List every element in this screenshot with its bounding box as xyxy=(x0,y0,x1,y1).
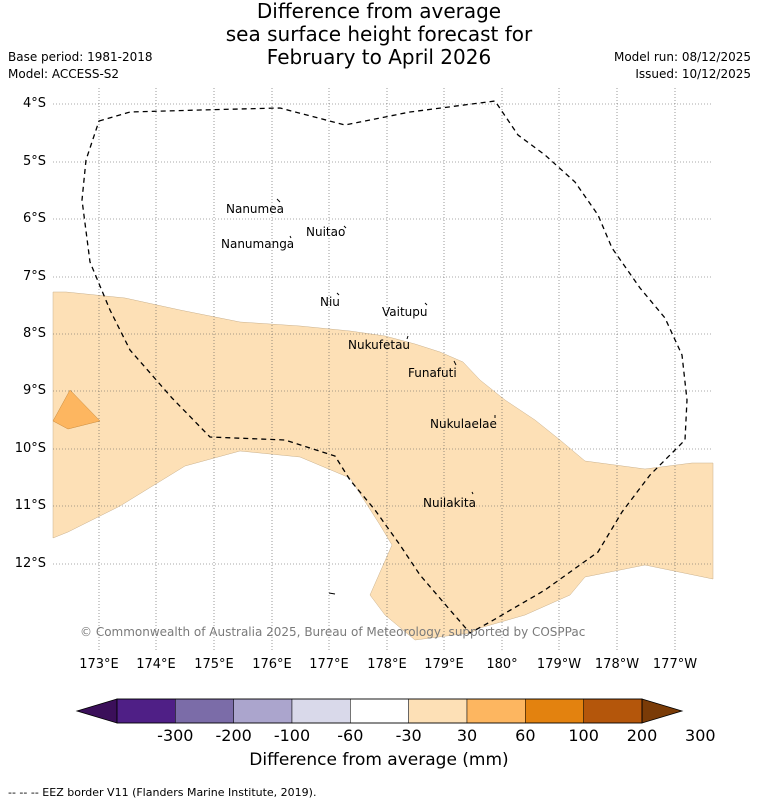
lon-label-177w: 177°W xyxy=(652,657,698,672)
lat-label-6s: 6°S xyxy=(22,211,46,226)
lat-label-12s: 12°S xyxy=(14,556,46,571)
issued-date: Issued: 10/12/2025 xyxy=(635,67,751,81)
colorbar-tick-label: -30 xyxy=(395,726,422,745)
lat-label-9s: 9°S xyxy=(22,383,46,398)
meta-right: Model run: 08/12/2025 Issued: 10/12/2025 xyxy=(614,49,751,83)
title-line-3: February to April 2026 xyxy=(266,45,492,69)
place-niu: Niu xyxy=(320,295,340,309)
place-nuitao: Nuitao xyxy=(306,225,346,239)
eez-border xyxy=(81,100,688,634)
colorbar-segment xyxy=(525,698,584,724)
model-run: Model run: 08/12/2025 xyxy=(613,50,751,64)
lon-label-179e: 179°E xyxy=(424,657,464,672)
gridlines xyxy=(53,88,713,652)
lat-label-5s: 5°S xyxy=(22,154,46,169)
colorbar-segment xyxy=(175,698,234,724)
colorbar-tick-label: 300 xyxy=(685,726,716,745)
anomaly-region-60-100 xyxy=(52,389,101,430)
lat-label-4s: 4°S xyxy=(22,96,46,111)
colorbar-segment xyxy=(291,698,351,724)
lon-label-180: 180° xyxy=(486,657,518,672)
lon-label-178w: 178°W xyxy=(594,657,640,672)
lat-label-7s: 7°S xyxy=(22,269,46,284)
title-line-1: Difference from average xyxy=(256,0,502,23)
colorbar-segment xyxy=(350,698,409,724)
colorbar-extend-low xyxy=(75,698,118,724)
place-nukulaelae: Nukulaelae xyxy=(430,417,497,431)
lat-label-10s: 10°S xyxy=(14,441,46,456)
base-period: Base period: 1981-2018 xyxy=(8,50,153,64)
lon-label-175e: 175°E xyxy=(194,657,234,672)
colorbar-segment xyxy=(233,698,293,724)
lon-label-178e: 178°E xyxy=(367,657,407,672)
colorbar-tick-label: 200 xyxy=(626,726,658,745)
colorbar-tick-label: -200 xyxy=(215,726,252,745)
colorbar-segment xyxy=(466,698,526,724)
anomaly-region-30-60 xyxy=(52,291,714,641)
place-nanumea: Nanumea xyxy=(226,202,284,216)
lon-label-173e: 173°E xyxy=(79,657,119,672)
colorbar-tick-label: 30 xyxy=(456,726,478,745)
lon-label-176e: 176°E xyxy=(252,657,292,672)
place-nukufetau: Nukufetau xyxy=(348,338,411,352)
lon-label-179w: 179°W xyxy=(536,657,582,672)
colorbar-tick-label: -300 xyxy=(157,726,194,745)
colorbar-tick-label: 60 xyxy=(515,726,536,745)
colorbar-title: Difference from average (mm) xyxy=(249,750,509,770)
lon-label-177e: 177°E xyxy=(309,657,349,672)
place-nuilakita: Nuilakita xyxy=(423,496,476,510)
title-line-2: sea surface height forecast for xyxy=(225,22,533,46)
map-title: Difference from average sea surface heig… xyxy=(0,0,758,69)
place-vaitupu: Vaitupu xyxy=(382,305,428,319)
colorbar-tick-label: 100 xyxy=(568,726,599,745)
eez-footnote: -- -- -- EEZ border V11 (Flanders Marine… xyxy=(8,786,317,799)
colorbar-segment xyxy=(583,698,643,724)
colorbar-extend-high xyxy=(641,698,684,724)
colorbar-segment xyxy=(408,698,468,724)
colorbar-segment xyxy=(116,698,176,724)
copyright-notice: © Commonwealth of Australia 2025, Bureau… xyxy=(80,625,586,639)
lat-label-8s: 8°S xyxy=(22,326,46,341)
model-name: Model: ACCESS-S2 xyxy=(8,67,120,81)
lat-label-11s: 11°S xyxy=(14,498,46,513)
lon-label-174e: 174°E xyxy=(136,657,176,672)
colorbar-tick-label: -100 xyxy=(273,726,311,745)
island-markers xyxy=(276,198,496,595)
meta-left: Base period: 1981-2018 Model: ACCESS-S2 xyxy=(8,49,153,83)
colorbar-tick-label: -60 xyxy=(337,726,364,745)
place-funafuti: Funafuti xyxy=(408,366,457,380)
place-nanumanga: Nanumanga xyxy=(221,237,295,251)
